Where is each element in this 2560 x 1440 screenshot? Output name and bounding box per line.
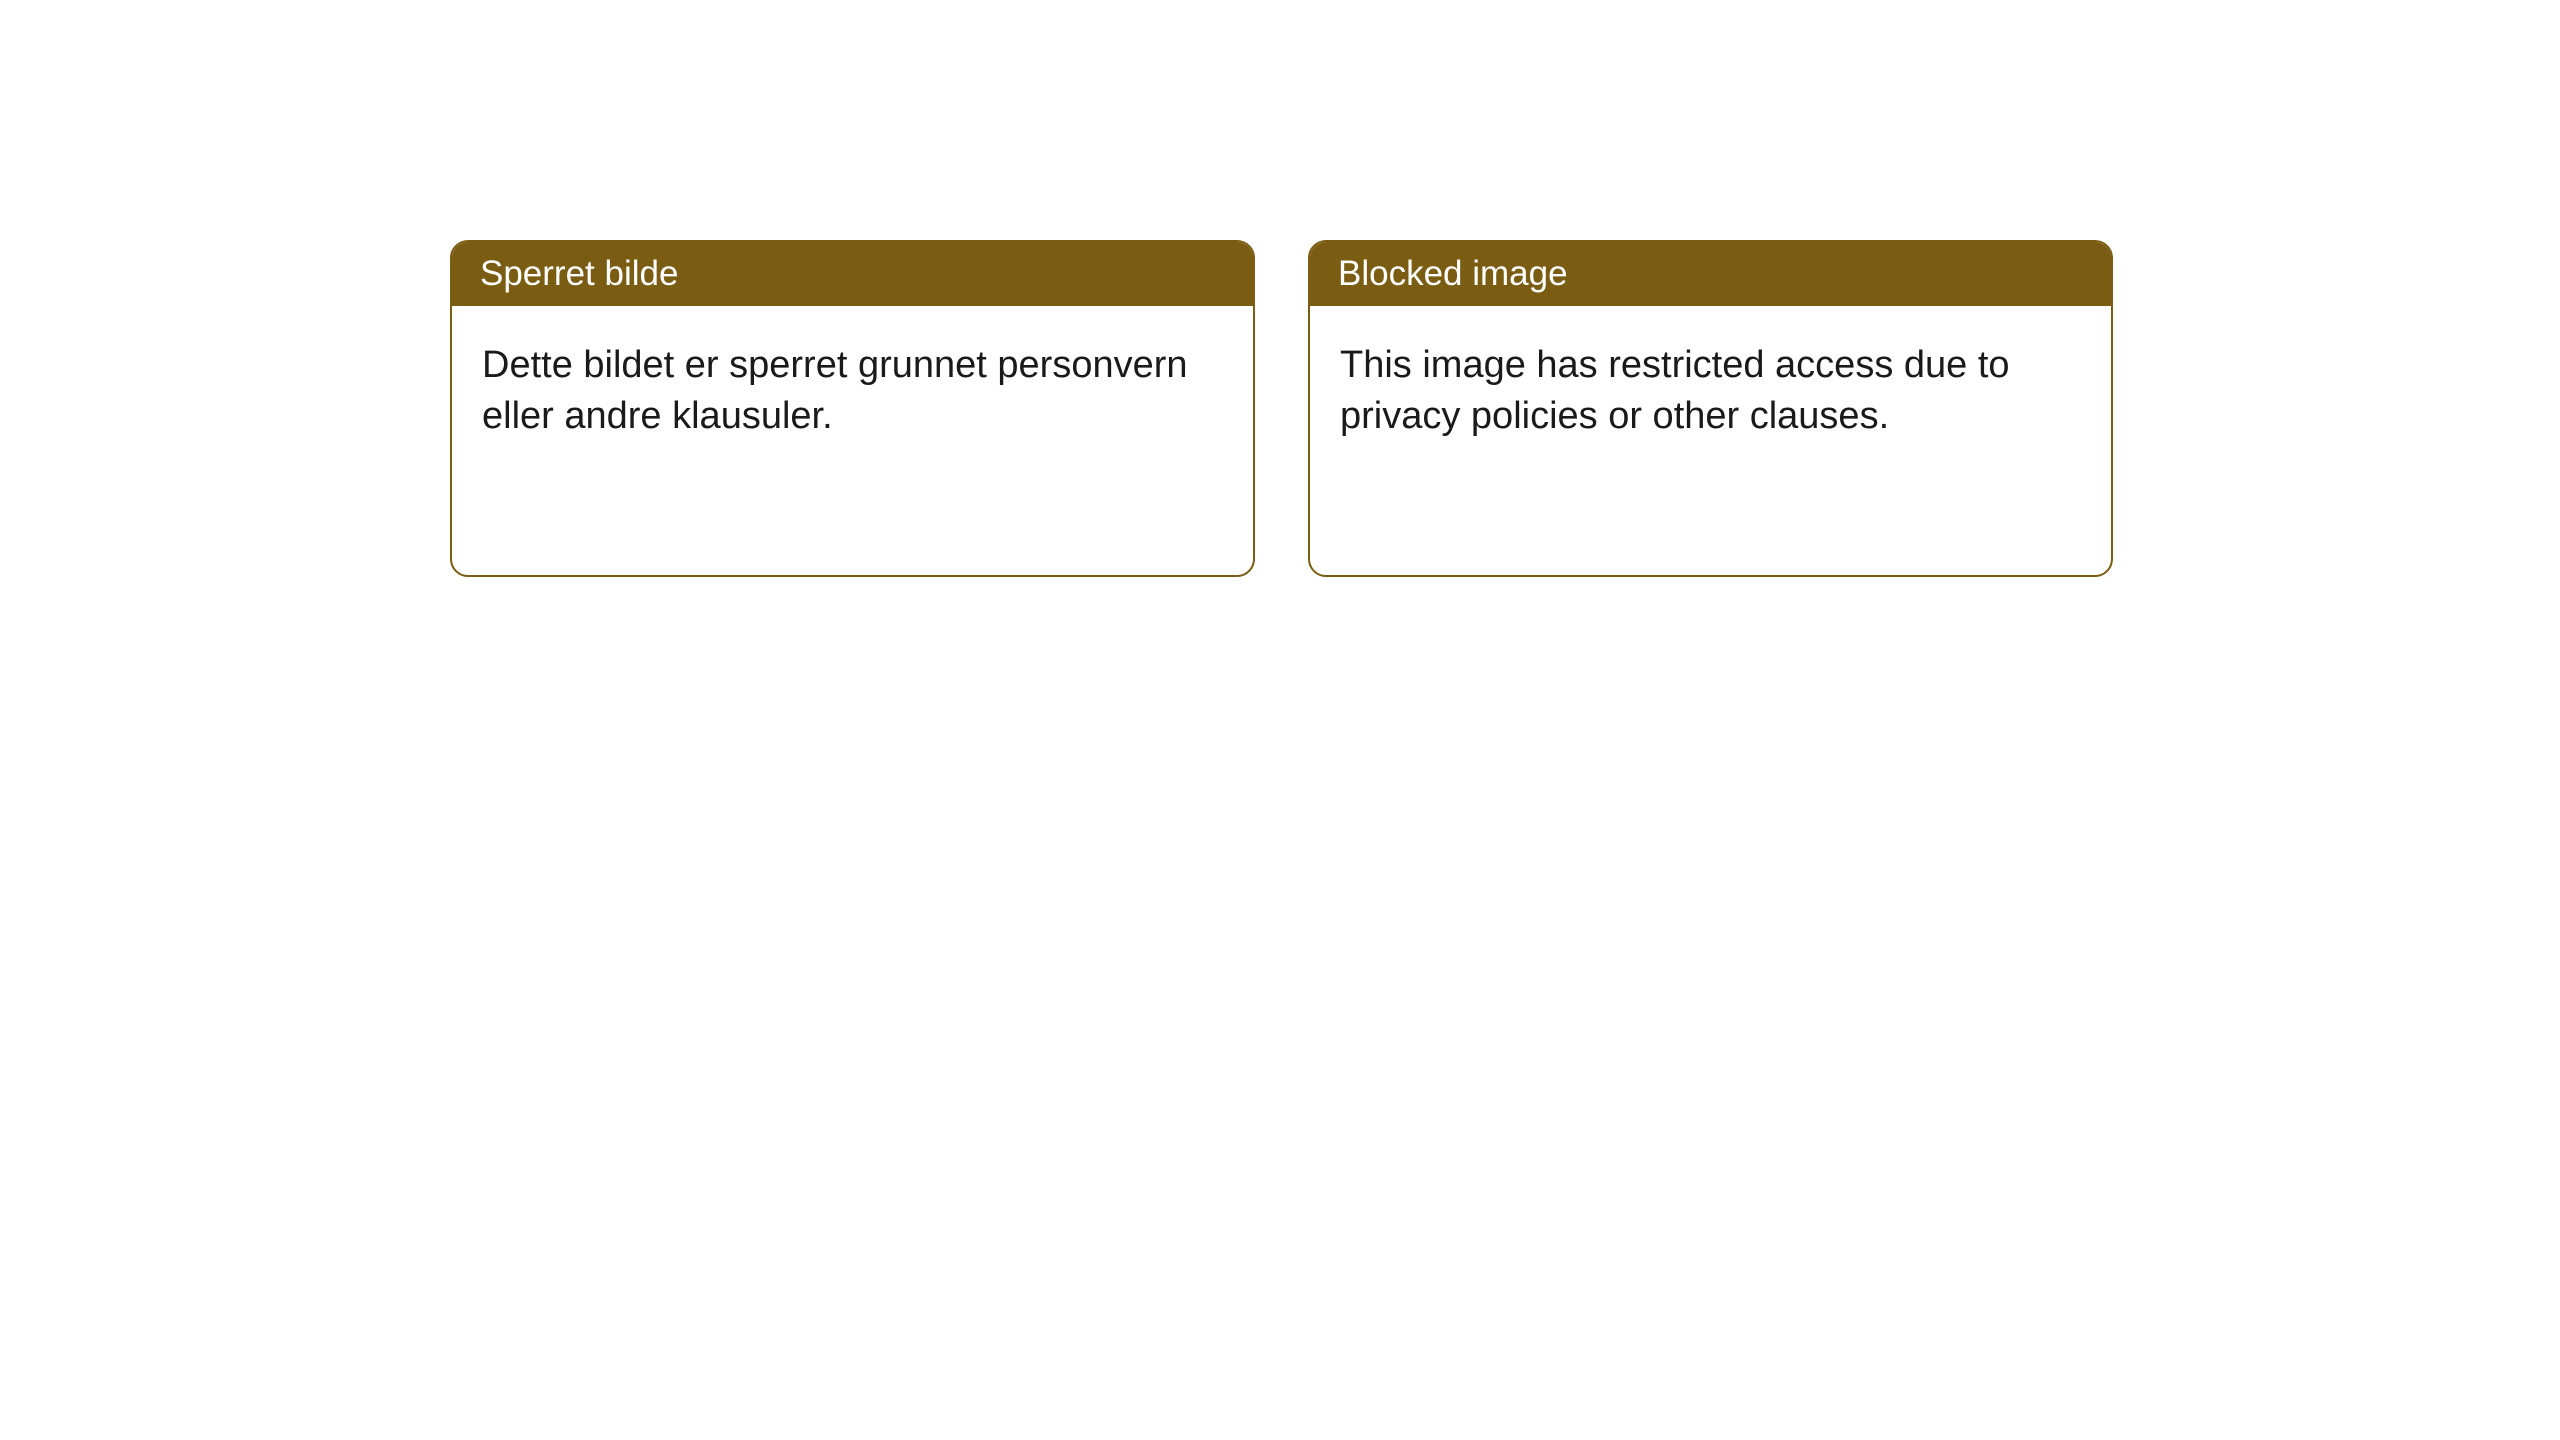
notice-card-english: Blocked image This image has restricted … <box>1308 240 2113 577</box>
card-header: Sperret bilde <box>452 242 1253 306</box>
notice-card-norwegian: Sperret bilde Dette bildet er sperret gr… <box>450 240 1255 577</box>
card-body: This image has restricted access due to … <box>1310 306 2111 477</box>
card-header: Blocked image <box>1310 242 2111 306</box>
notice-cards-container: Sperret bilde Dette bildet er sperret gr… <box>450 240 2113 577</box>
card-body: Dette bildet er sperret grunnet personve… <box>452 306 1253 477</box>
